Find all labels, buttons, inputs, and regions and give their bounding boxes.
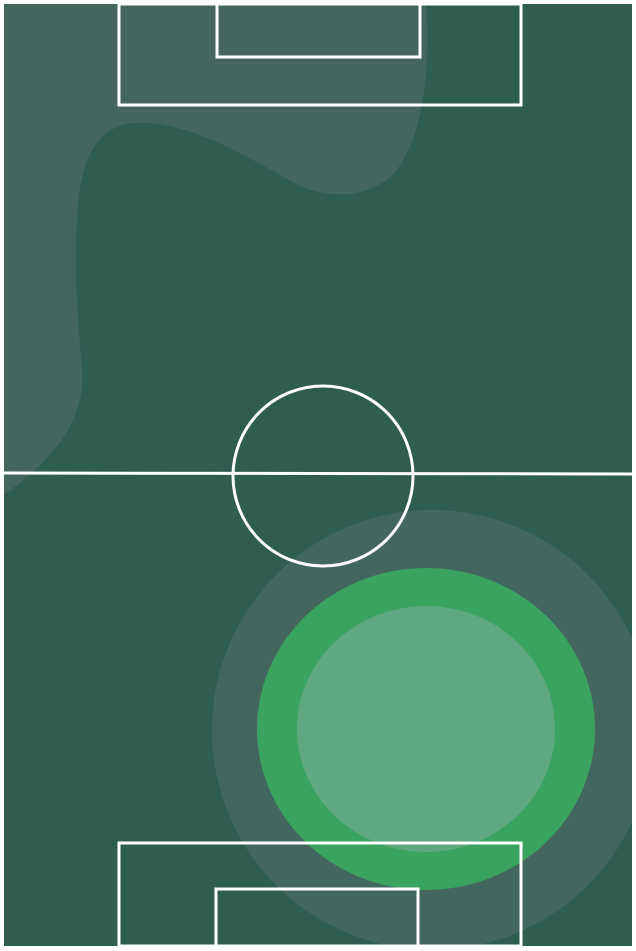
top-goal-box (215, 2, 422, 59)
upper-activity-zone (4, 4, 428, 495)
center-circle (231, 384, 415, 568)
halfway-line (3, 471, 633, 476)
pitch-markings (3, 2, 633, 948)
bottom-goal-box (214, 887, 420, 948)
lower-zone-center (297, 606, 555, 852)
